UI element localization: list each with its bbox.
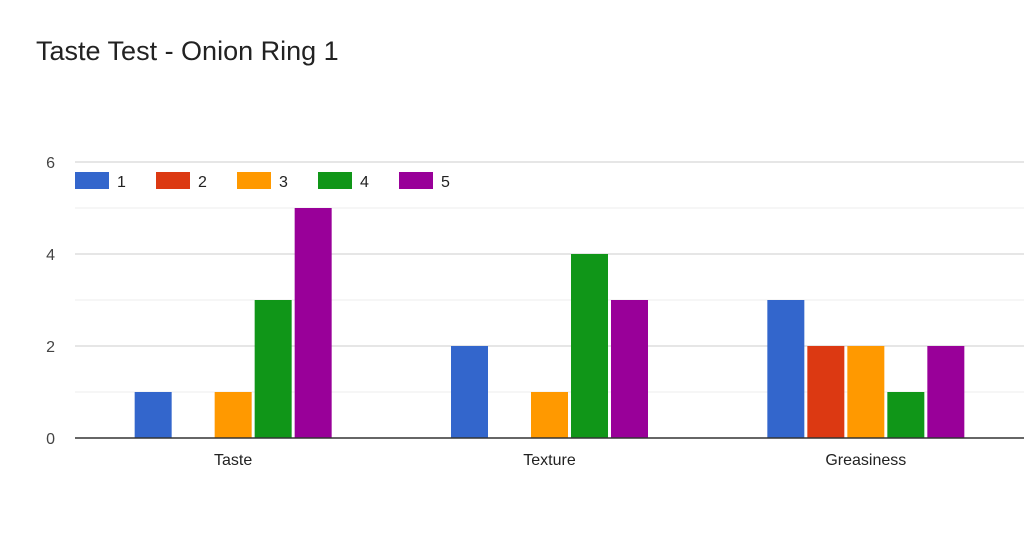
x-tick-label: Taste — [214, 452, 252, 469]
x-tick-label: Texture — [523, 452, 576, 469]
legend-label-3: 3 — [279, 174, 288, 191]
bar-texture-series-5 — [611, 300, 648, 438]
y-tick-label: 0 — [46, 431, 55, 448]
bar-texture-series-4 — [571, 254, 608, 438]
bar-greasiness-series-5 — [927, 346, 965, 438]
chart-title: Taste Test - Onion Ring 1 — [36, 36, 339, 66]
legend-label-2: 2 — [198, 174, 207, 191]
bar-texture-series-1 — [451, 346, 488, 438]
bar-greasiness-series-1 — [767, 300, 805, 438]
bar-greasiness-series-4 — [887, 392, 925, 438]
bar-taste-series-3 — [214, 392, 252, 438]
bar-taste-series-4 — [254, 300, 292, 438]
legend-swatch-1 — [75, 172, 109, 189]
bar-greasiness-series-2 — [807, 346, 845, 438]
y-tick-label: 4 — [46, 247, 55, 264]
bar-taste-series-5 — [294, 208, 332, 438]
legend-swatch-4 — [318, 172, 352, 189]
x-tick-label: Greasiness — [825, 452, 906, 469]
bar-taste-series-1 — [134, 392, 172, 438]
legend-label-1: 1 — [117, 174, 126, 191]
legend-swatch-2 — [156, 172, 190, 189]
legend-label-4: 4 — [360, 174, 369, 191]
bar-texture-series-3 — [531, 392, 568, 438]
legend-swatch-5 — [399, 172, 433, 189]
y-tick-label: 2 — [46, 339, 55, 356]
legend-label-5: 5 — [441, 174, 450, 191]
y-tick-label: 6 — [46, 155, 55, 172]
bar-greasiness-series-3 — [847, 346, 885, 438]
legend-swatch-3 — [237, 172, 271, 189]
